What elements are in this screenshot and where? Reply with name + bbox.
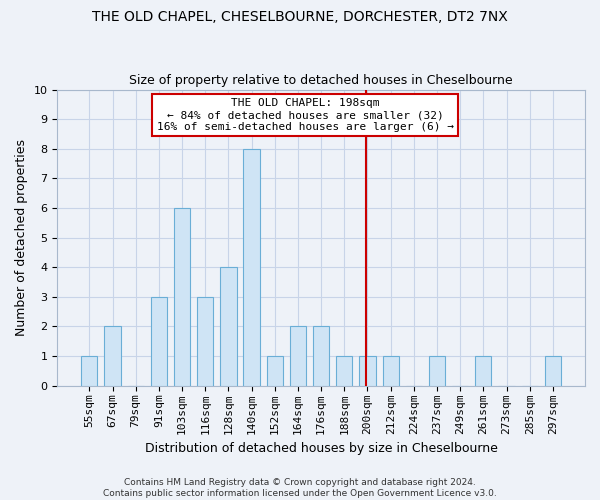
Text: Contains HM Land Registry data © Crown copyright and database right 2024.
Contai: Contains HM Land Registry data © Crown c… bbox=[103, 478, 497, 498]
Text: THE OLD CHAPEL, CHESELBOURNE, DORCHESTER, DT2 7NX: THE OLD CHAPEL, CHESELBOURNE, DORCHESTER… bbox=[92, 10, 508, 24]
Bar bbox=[359, 356, 376, 386]
X-axis label: Distribution of detached houses by size in Cheselbourne: Distribution of detached houses by size … bbox=[145, 442, 497, 455]
Bar bbox=[197, 296, 214, 386]
Y-axis label: Number of detached properties: Number of detached properties bbox=[15, 139, 28, 336]
Bar bbox=[429, 356, 445, 386]
Bar bbox=[336, 356, 352, 386]
Bar bbox=[174, 208, 190, 386]
Bar bbox=[313, 326, 329, 386]
Bar bbox=[244, 149, 260, 386]
Bar bbox=[220, 267, 236, 386]
Title: Size of property relative to detached houses in Cheselbourne: Size of property relative to detached ho… bbox=[130, 74, 513, 87]
Bar bbox=[475, 356, 491, 386]
Text: THE OLD CHAPEL: 198sqm
← 84% of detached houses are smaller (32)
16% of semi-det: THE OLD CHAPEL: 198sqm ← 84% of detached… bbox=[157, 98, 454, 132]
Bar bbox=[104, 326, 121, 386]
Bar bbox=[81, 356, 97, 386]
Bar bbox=[383, 356, 399, 386]
Bar bbox=[266, 356, 283, 386]
Bar bbox=[151, 296, 167, 386]
Bar bbox=[290, 326, 306, 386]
Bar bbox=[545, 356, 561, 386]
